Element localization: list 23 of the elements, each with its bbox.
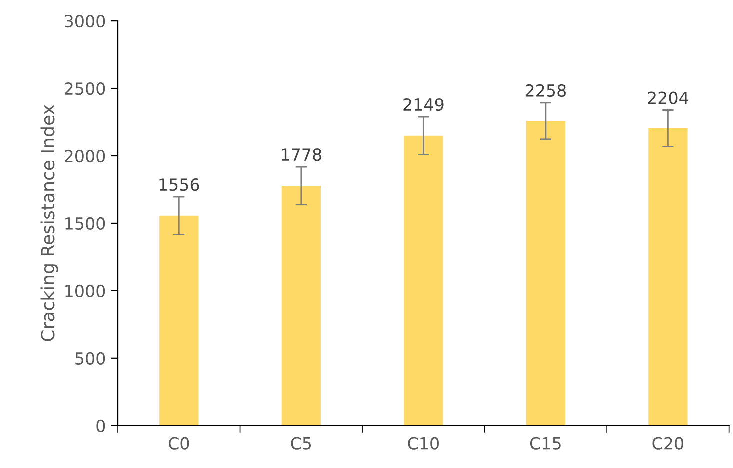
bar xyxy=(526,121,566,426)
x-tick-label: C0 xyxy=(168,437,190,450)
y-tick-label: 1000 xyxy=(66,284,106,298)
bar xyxy=(648,128,688,426)
data-label: 2258 xyxy=(526,84,566,98)
y-tick-label: 500 xyxy=(76,352,106,365)
bar xyxy=(404,136,444,426)
y-tick-label: 2000 xyxy=(65,150,106,163)
y-tick-label: 2500 xyxy=(65,82,106,96)
data-label: 1778 xyxy=(282,148,322,162)
bar xyxy=(160,216,199,426)
y-tick-label: 0 xyxy=(96,420,106,432)
y-tick-label: 3000 xyxy=(65,15,106,28)
x-tick-label: C10 xyxy=(408,437,439,450)
x-tick-label: C5 xyxy=(291,437,312,450)
y-axis-title: Cracking Resistance Index xyxy=(40,105,58,342)
y-tick-label: 1500 xyxy=(66,217,106,230)
x-tick-label: C20 xyxy=(652,437,684,450)
data-label: 2204 xyxy=(648,92,688,104)
x-tick-label: C15 xyxy=(530,437,561,450)
bar xyxy=(282,186,321,426)
data-label: 1556 xyxy=(160,178,200,192)
data-label: 2149 xyxy=(404,98,444,112)
